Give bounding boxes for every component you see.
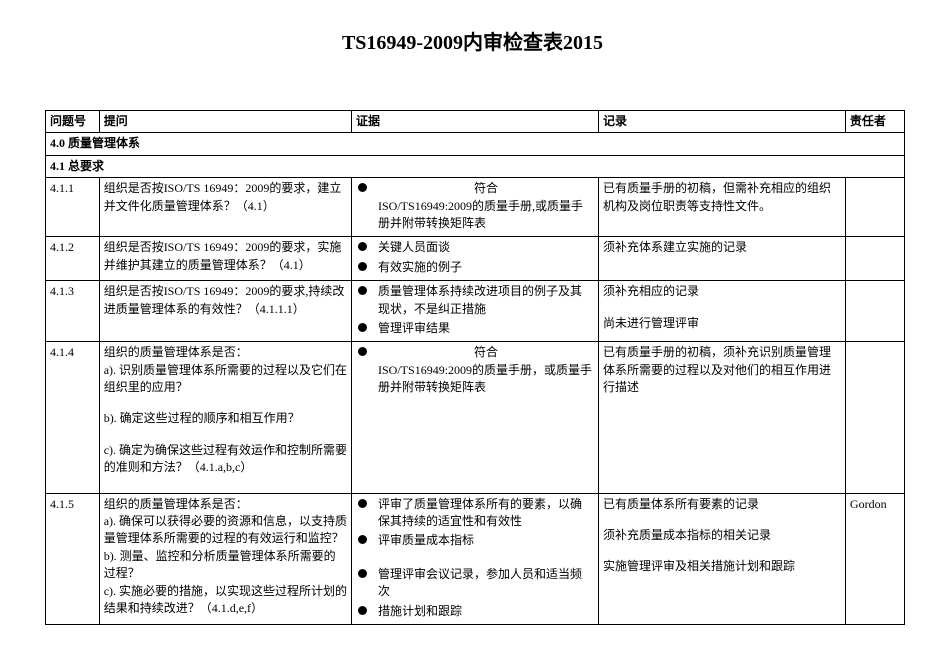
- spacer: [603, 513, 841, 527]
- cell-evidence: 符合 ISO/TS16949:2009的质量手册,或质量手册并附带转换矩阵表: [352, 178, 599, 237]
- bullet-icon: [358, 183, 367, 192]
- section-label: 4.1 总要求: [46, 155, 905, 177]
- evidence-item: 符合 ISO/TS16949:2009的质量手册,或质量手册并附带转换矩阵表: [356, 180, 594, 232]
- question-line: c). 实施必要的措施，以实现这些过程所计划的结果和持续改进？（4.1.d,e,…: [104, 583, 347, 618]
- cell-responsible: [845, 342, 904, 493]
- cell-record: 已有质量手册的初稿，但需补充相应的组织机构及岗位职责等支持性文件。: [598, 178, 845, 237]
- cell-responsible: Gordon: [845, 493, 904, 624]
- evidence-item: 措施计划和跟踪: [356, 603, 594, 620]
- bullet-icon: [358, 262, 367, 271]
- cell-responsible: [845, 237, 904, 281]
- table-row: 4.1.3 组织是否按ISO/TS 16949：2009的要求,持续改进质量管理…: [46, 281, 905, 342]
- spacer: [356, 552, 594, 566]
- evidence-center-label: 符合: [378, 180, 594, 197]
- evidence-text: 措施计划和跟踪: [378, 604, 462, 618]
- bullet-icon: [358, 535, 367, 544]
- document-title: TS16949-2009内审检查表2015: [0, 26, 945, 55]
- cell-responsible: [845, 281, 904, 342]
- evidence-item: 管理评审会议记录，参加人员和适当频次: [356, 566, 594, 601]
- bullet-icon: [358, 606, 367, 615]
- spacer: [603, 301, 841, 315]
- cell-evidence: 关键人员面谈 有效实施的例子: [352, 237, 599, 281]
- evidence-item: 符合 ISO/TS16949:2009的质量手册，或质量手册并附带转换矩阵表: [356, 344, 594, 396]
- audit-table: 问题号 提问 证据 记录 责任者 4.0 质量管理体系 4.1 总要求 4.1.…: [45, 110, 905, 625]
- col-header-responsible: 责任者: [845, 111, 904, 133]
- table-row: 4.1.1 组织是否按ISO/TS 16949：2009的要求，建立并文件化质量…: [46, 178, 905, 237]
- evidence-text: ISO/TS16949:2009的质量手册,或质量手册并附带转换矩阵表: [378, 199, 583, 230]
- question-line: a). 识别质量管理体系所需要的过程以及它们在组织里的应用？: [104, 362, 347, 397]
- evidence-item: 质量管理体系持续改进项目的例子及其现状，不是纠正措施: [356, 283, 594, 318]
- record-line: 须补充相应的记录: [603, 283, 841, 300]
- cell-id: 4.1.4: [46, 342, 100, 493]
- evidence-text: 有效实施的例子: [378, 260, 462, 274]
- cell-record: 须补充体系建立实施的记录: [598, 237, 845, 281]
- spacer: [603, 544, 841, 558]
- cell-id: 4.1.1: [46, 178, 100, 237]
- table-row: 4.1.2 组织是否按ISO/TS 16949：2009的要求，实施并维护其建立…: [46, 237, 905, 281]
- col-header-evidence: 证据: [352, 111, 599, 133]
- evidence-center-label: 符合: [378, 344, 594, 361]
- table-row: 4.1.4 组织的质量管理体系是否： a). 识别质量管理体系所需要的过程以及它…: [46, 342, 905, 493]
- bullet-icon: [358, 499, 367, 508]
- evidence-item: 管理评审结果: [356, 320, 594, 337]
- evidence-item: 评审了质量管理体系所有的要素，以确保其持续的适宜性和有效性: [356, 496, 594, 531]
- question-line: a). 确保可以获得必要的资源和信息，以支持质量管理体系所需要的过程的有效运行和…: [104, 513, 347, 548]
- question-line: c). 确定为确保这些过程有效运作和控制所需要的准则和方法？（4.1.a,b,c…: [104, 442, 347, 477]
- cell-responsible: [845, 178, 904, 237]
- table-row: 4.1.5 组织的质量管理体系是否： a). 确保可以获得必要的资源和信息，以支…: [46, 493, 905, 624]
- cell-id: 4.1.5: [46, 493, 100, 624]
- cell-id: 4.1.3: [46, 281, 100, 342]
- cell-question: 组织是否按ISO/TS 16949：2009的要求，建立并文件化质量管理体系？（…: [99, 178, 351, 237]
- spacer: [104, 396, 347, 410]
- question-line: b). 测量、监控和分析质量管理体系所需要的过程？: [104, 548, 347, 583]
- evidence-item: 关键人员面谈: [356, 239, 594, 256]
- section-row: 4.0 质量管理体系: [46, 133, 905, 155]
- spacer: [104, 477, 347, 491]
- bullet-icon: [358, 242, 367, 251]
- cell-evidence: 质量管理体系持续改进项目的例子及其现状，不是纠正措施 管理评审结果: [352, 281, 599, 342]
- cell-record: 须补充相应的记录 尚未进行管理评审: [598, 281, 845, 342]
- section-row: 4.1 总要求: [46, 155, 905, 177]
- question-line: 组织的质量管理体系是否：: [104, 344, 347, 361]
- bullet-icon: [358, 569, 367, 578]
- document-page: TS16949-2009内审检查表2015 问题号 提问 证据 记录 责任者 4…: [0, 0, 945, 669]
- evidence-text: 质量管理体系持续改进项目的例子及其现状，不是纠正措施: [378, 284, 582, 315]
- bullet-icon: [358, 286, 367, 295]
- evidence-item: 评审质量成本指标: [356, 532, 594, 549]
- col-header-record: 记录: [598, 111, 845, 133]
- evidence-text: 关键人员面谈: [378, 240, 450, 254]
- cell-evidence: 评审了质量管理体系所有的要素，以确保其持续的适宜性和有效性 评审质量成本指标 管…: [352, 493, 599, 624]
- evidence-text: 管理评审会议记录，参加人员和适当频次: [378, 567, 582, 598]
- evidence-text: 评审质量成本指标: [378, 533, 474, 547]
- cell-question: 组织是否按ISO/TS 16949：2009的要求,持续改进质量管理体系的有效性…: [99, 281, 351, 342]
- col-header-id: 问题号: [46, 111, 100, 133]
- spacer: [104, 428, 347, 442]
- record-line: 已有质量体系所有要素的记录: [603, 496, 841, 513]
- cell-question: 组织是否按ISO/TS 16949：2009的要求，实施并维护其建立的质量管理体…: [99, 237, 351, 281]
- record-line: 尚未进行管理评审: [603, 315, 841, 332]
- cell-id: 4.1.2: [46, 237, 100, 281]
- cell-record: 已有质量手册的初稿，须补充识别质量管理体系所需要的过程以及对他们的相互作用进行描…: [598, 342, 845, 493]
- cell-question: 组织的质量管理体系是否： a). 识别质量管理体系所需要的过程以及它们在组织里的…: [99, 342, 351, 493]
- evidence-text: 管理评审结果: [378, 321, 450, 335]
- bullet-icon: [358, 347, 367, 356]
- col-header-question: 提问: [99, 111, 351, 133]
- table-header-row: 问题号 提问 证据 记录 责任者: [46, 111, 905, 133]
- evidence-text: 评审了质量管理体系所有的要素，以确保其持续的适宜性和有效性: [378, 497, 582, 528]
- question-line: b). 确定这些过程的顺序和相互作用？: [104, 410, 347, 427]
- evidence-text: ISO/TS16949:2009的质量手册，或质量手册并附带转换矩阵表: [378, 363, 592, 394]
- evidence-item: 有效实施的例子: [356, 259, 594, 276]
- record-line: 须补充质量成本指标的相关记录: [603, 527, 841, 544]
- bullet-icon: [358, 323, 367, 332]
- cell-record: 已有质量体系所有要素的记录 须补充质量成本指标的相关记录 实施管理评审及相关措施…: [598, 493, 845, 624]
- question-line: 组织的质量管理体系是否：: [104, 496, 347, 513]
- section-label: 4.0 质量管理体系: [46, 133, 905, 155]
- cell-evidence: 符合 ISO/TS16949:2009的质量手册，或质量手册并附带转换矩阵表: [352, 342, 599, 493]
- record-line: 实施管理评审及相关措施计划和跟踪: [603, 558, 841, 575]
- cell-question: 组织的质量管理体系是否： a). 确保可以获得必要的资源和信息，以支持质量管理体…: [99, 493, 351, 624]
